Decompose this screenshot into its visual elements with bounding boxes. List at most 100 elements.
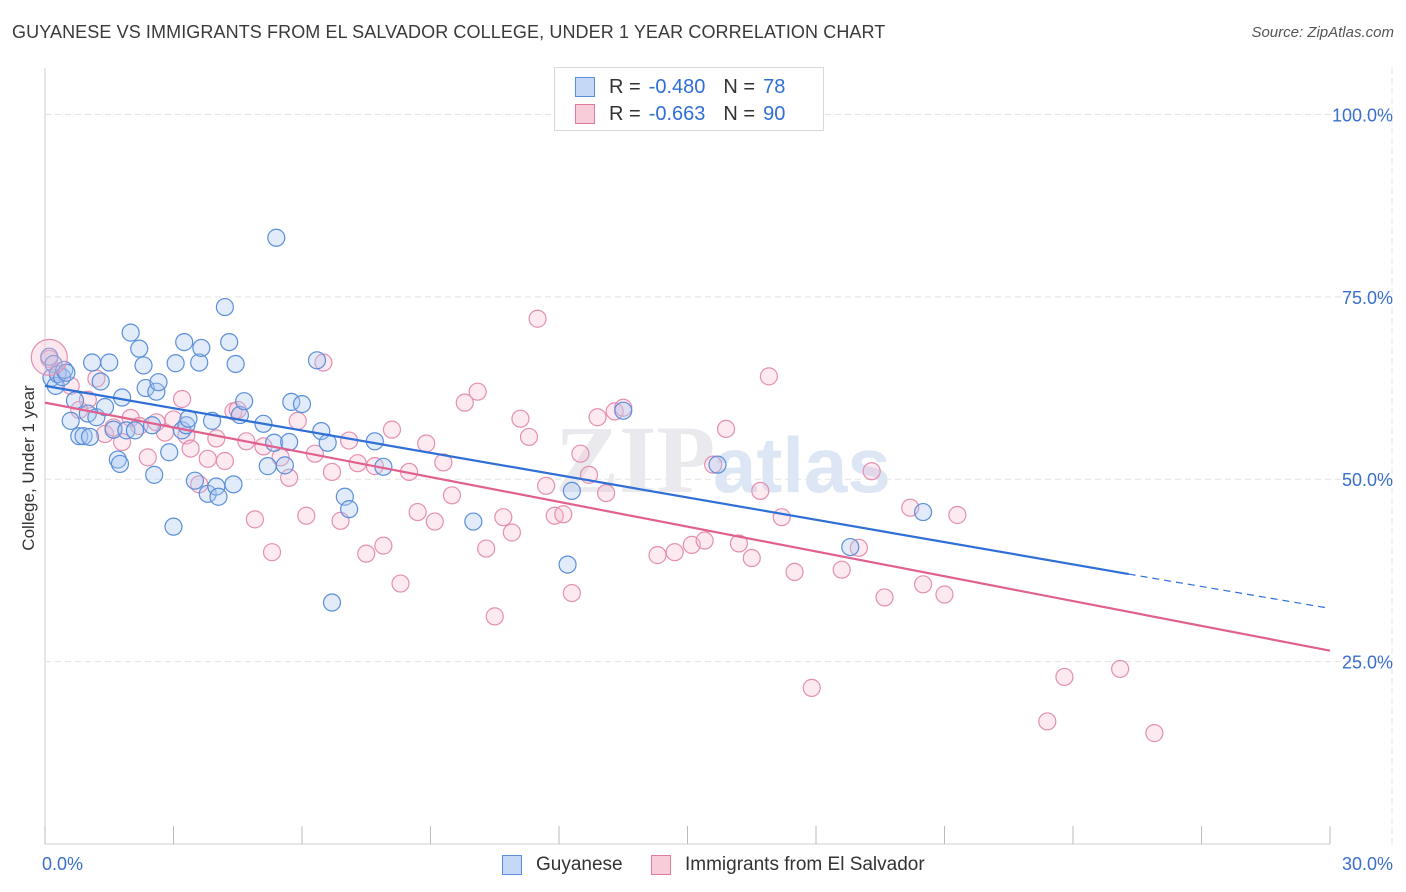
el-salvador-point bbox=[494, 508, 513, 527]
guyanese-point bbox=[130, 339, 149, 358]
el-salvador-point bbox=[297, 506, 316, 525]
legend-r-label: R = bbox=[609, 75, 641, 98]
el-salvador-point bbox=[1038, 712, 1057, 731]
el-salvador-point bbox=[30, 338, 68, 377]
source-label: Source: ZipAtlas.com bbox=[1251, 24, 1394, 41]
y-tick-label: 75.0% bbox=[1342, 288, 1393, 308]
el-salvador-point bbox=[357, 544, 376, 563]
el-salvador-point bbox=[207, 429, 226, 448]
axis-layer bbox=[44, 68, 1331, 845]
el-salvador-point bbox=[875, 588, 894, 607]
el-salvador-point bbox=[597, 483, 616, 503]
el-salvador-trend-line bbox=[44, 401, 1331, 652]
x-tick-label: 30.0% bbox=[1342, 854, 1393, 874]
guyanese-point bbox=[307, 351, 327, 370]
el-salvador-point bbox=[571, 444, 590, 463]
el-salvador-point bbox=[832, 560, 851, 579]
el-salvador-point bbox=[913, 575, 933, 594]
guyanese-point bbox=[190, 353, 209, 372]
el-salvador-point bbox=[138, 448, 157, 467]
guyanese-point bbox=[166, 354, 185, 373]
el-salvador-point bbox=[215, 451, 234, 471]
y-tick-label: 50.0% bbox=[1342, 470, 1393, 490]
guyanese-point bbox=[83, 353, 102, 372]
el-salvador-point bbox=[704, 455, 723, 474]
el-salvador-point bbox=[442, 486, 462, 505]
guyanese-point bbox=[226, 354, 245, 374]
guyanese-point bbox=[258, 457, 277, 476]
guyanese-point bbox=[192, 338, 211, 358]
guyanese-point bbox=[464, 512, 483, 531]
legend-r-label: R = bbox=[609, 102, 641, 125]
el-salvador-point bbox=[382, 420, 402, 439]
guyanese-point bbox=[74, 427, 93, 446]
el-salvador-point bbox=[408, 502, 427, 522]
el-salvador-point bbox=[562, 583, 581, 603]
el-salvador-point bbox=[477, 539, 496, 558]
guyanese-point bbox=[110, 454, 130, 474]
legend-r-value-el-salvador: -0.663 bbox=[648, 102, 706, 125]
guyanese-point bbox=[149, 373, 168, 392]
el-salvador-point bbox=[112, 432, 132, 452]
guyanese-point bbox=[104, 420, 123, 439]
guyanese-point bbox=[322, 593, 342, 612]
guyanese-point bbox=[134, 356, 153, 375]
el-salvador-point bbox=[502, 523, 521, 542]
el-salvador-point bbox=[528, 309, 547, 328]
guyanese-point bbox=[175, 332, 194, 352]
watermark-atlas: atlas bbox=[713, 421, 891, 509]
el-salvador-point bbox=[785, 562, 804, 581]
guyanese-point bbox=[558, 555, 577, 574]
guyanese-point bbox=[61, 411, 80, 430]
el-salvador-point bbox=[802, 678, 821, 697]
guyanese-point bbox=[44, 354, 63, 374]
tick-label-layer: 100.0% 75.0% 50.0% 25.0% 0.0% 30.0% bbox=[42, 105, 1393, 874]
el-salvador-point bbox=[455, 393, 474, 412]
guyanese-point bbox=[220, 332, 239, 352]
el-salvador-point bbox=[729, 534, 749, 553]
el-salvador-point bbox=[751, 481, 770, 501]
series-label-guyanese: Guyanese bbox=[536, 854, 623, 875]
guyanese-point bbox=[145, 465, 164, 484]
guyanese-point bbox=[292, 394, 312, 414]
series-swatch-el-salvador bbox=[651, 855, 671, 875]
guyanese-point bbox=[562, 481, 581, 501]
legend-n-value-guyanese: 78 bbox=[763, 75, 786, 98]
guyanese-point bbox=[121, 323, 140, 342]
el-salvador-point bbox=[588, 408, 607, 427]
guyanese-point bbox=[224, 475, 243, 494]
el-salvador-point bbox=[181, 439, 200, 458]
el-salvador-point bbox=[198, 449, 217, 468]
el-salvador-point bbox=[695, 531, 714, 550]
points-layer bbox=[30, 228, 1164, 743]
guyanese-trend-extension bbox=[1128, 573, 1326, 609]
series-legend: Guyanese Immigrants from El Salvador bbox=[0, 852, 1406, 878]
guyanese-point bbox=[913, 502, 933, 522]
legend-swatch-guyanese bbox=[575, 77, 595, 97]
y-axis-label: College, Under 1 year bbox=[19, 385, 38, 551]
watermark-zip: ZIP bbox=[555, 406, 715, 513]
series-swatch-guyanese bbox=[502, 855, 522, 875]
el-salvador-point bbox=[665, 543, 684, 562]
legend-n-label: N = bbox=[723, 75, 756, 98]
series-legend-el-salvador[interactable]: Immigrants from El Salvador bbox=[651, 852, 925, 878]
el-salvador-point bbox=[172, 389, 192, 409]
series-label-el-salvador: Immigrants from El Salvador bbox=[685, 854, 925, 875]
el-salvador-point bbox=[78, 390, 97, 409]
el-salvador-point bbox=[554, 505, 573, 524]
x-tick-label: 0.0% bbox=[42, 854, 83, 874]
legend-r-value-guyanese: -0.480 bbox=[648, 75, 706, 98]
guyanese-point bbox=[80, 427, 100, 447]
guyanese-point bbox=[185, 471, 205, 490]
series-legend-guyanese[interactable]: Guyanese bbox=[502, 852, 623, 878]
guyanese-point bbox=[275, 456, 294, 475]
guyanese-point bbox=[55, 360, 74, 379]
el-salvador-point bbox=[245, 510, 264, 529]
el-salvador-point bbox=[862, 462, 881, 481]
el-salvador-point bbox=[374, 536, 393, 555]
el-salvador-point bbox=[288, 411, 307, 430]
el-salvador-point bbox=[742, 548, 761, 568]
y-tick-label: 100.0% bbox=[1332, 105, 1393, 125]
el-salvador-point bbox=[537, 476, 556, 495]
guyanese-point bbox=[209, 487, 228, 506]
